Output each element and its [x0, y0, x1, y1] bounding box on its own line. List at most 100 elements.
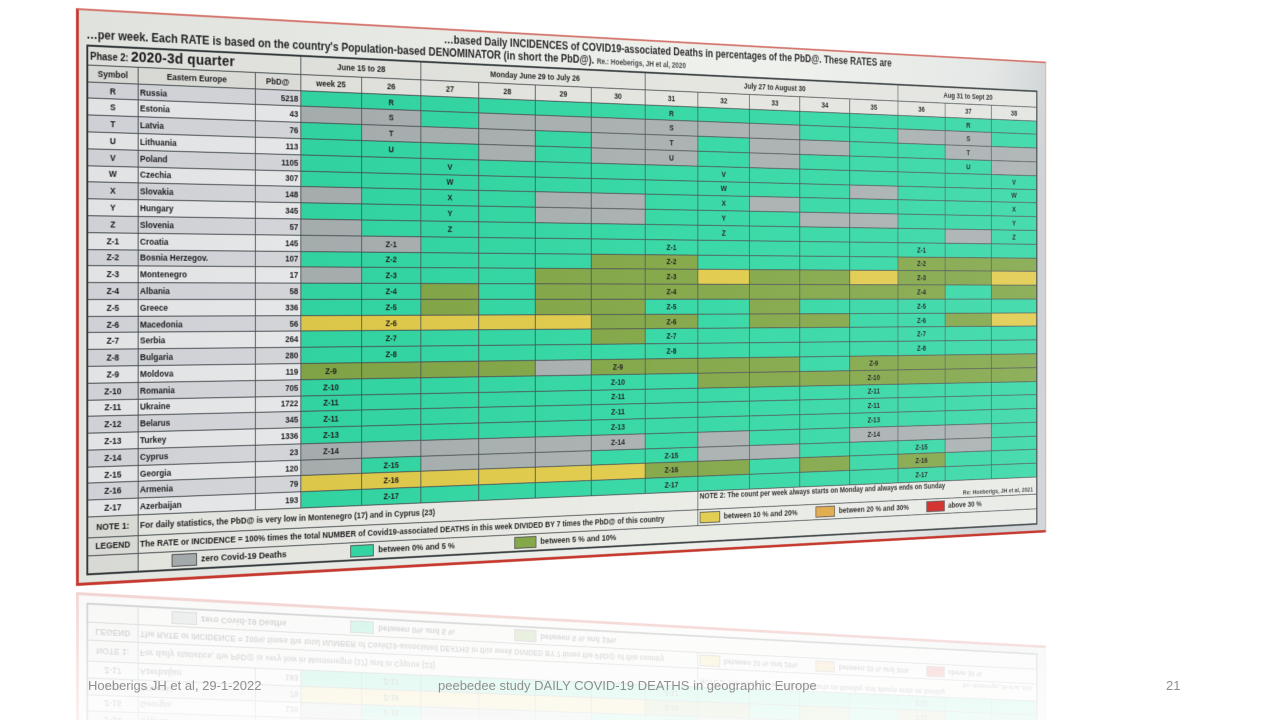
week-cell	[697, 284, 750, 300]
legend-swatch	[699, 510, 721, 524]
week-cell	[749, 299, 801, 314]
legend-entry-label: between 0% and 5 %	[378, 540, 455, 556]
week-cell: Z-8	[897, 340, 946, 356]
week-cell	[361, 361, 421, 379]
week-cell	[849, 213, 898, 229]
week-cell: Z-8	[361, 346, 421, 363]
week-cell	[749, 182, 801, 198]
legend-entry-label: zero Covid-19 Deaths	[201, 549, 287, 565]
pbd-cell: 336	[254, 299, 301, 316]
week-cell: Y	[991, 215, 1037, 231]
week-cell: Z-7	[644, 328, 698, 344]
pbd-cell: 23	[254, 443, 301, 462]
week-cell	[800, 298, 850, 314]
week-cell: Z	[697, 225, 750, 241]
week-cell	[697, 313, 750, 329]
week-cell	[945, 298, 992, 313]
week-cell	[478, 128, 536, 147]
week-cell	[361, 393, 421, 411]
week-cell	[478, 175, 536, 192]
week-cell	[945, 284, 992, 299]
week-cell	[697, 299, 750, 314]
week-cell	[590, 238, 645, 255]
week-cell	[945, 256, 992, 272]
week-cell	[897, 424, 946, 441]
week-cell	[361, 156, 421, 174]
week-cell	[749, 167, 801, 184]
week-cell	[991, 326, 1037, 341]
symbol-cell: Z-5	[87, 299, 138, 317]
pbd-cell: 1105	[254, 153, 301, 171]
pbd-cell: 307	[254, 169, 301, 187]
week-cell	[849, 170, 898, 186]
week-cell: Z-5	[644, 299, 698, 315]
week-cell	[749, 356, 801, 373]
week-cell: Z-9	[300, 362, 362, 380]
week-cell	[535, 176, 591, 194]
symbol-cell: Z-1	[87, 232, 138, 250]
week-cell	[300, 346, 362, 364]
week-cell: Z-3	[644, 269, 698, 285]
week-cell: Z-10	[590, 373, 645, 390]
week-cell: Z-6	[644, 313, 698, 329]
week-cell	[420, 267, 479, 284]
country-cell: Slovenia	[137, 216, 255, 235]
week-cell	[300, 267, 362, 284]
week-cell	[535, 207, 591, 224]
pbd-cell: 120	[254, 459, 301, 478]
week-cell	[945, 381, 992, 397]
week-cell	[800, 341, 850, 357]
week-cell	[590, 147, 645, 165]
week-cell: V	[697, 165, 750, 183]
week-cell	[478, 421, 536, 439]
pbd-cell: 145	[254, 234, 301, 252]
week-cell	[991, 408, 1037, 424]
week-cell: Z-11	[849, 383, 898, 400]
week-cell	[535, 299, 591, 315]
week-cell	[478, 268, 536, 284]
week-cell	[478, 144, 536, 162]
symbol-cell: S	[87, 98, 138, 117]
week-cell	[945, 354, 992, 369]
week-cell	[697, 239, 750, 256]
pbd-cell: 1336	[254, 427, 301, 446]
week-cell	[478, 314, 536, 331]
week-cell	[800, 384, 850, 401]
week-cell	[644, 402, 698, 419]
table-photo: …based Daily INCIDENCES of COVID19-assoc…	[76, 8, 1280, 586]
week-cell	[897, 228, 946, 243]
pbd-cell: 119	[254, 363, 301, 381]
week-cell	[800, 370, 850, 386]
week-cell	[800, 313, 850, 328]
week-cell	[590, 208, 645, 225]
week-cell	[478, 375, 536, 393]
week-cell	[697, 357, 750, 373]
week-cell: Z-5	[897, 298, 946, 314]
week-cell: Y	[697, 210, 750, 226]
week-cell: Z-4	[897, 284, 946, 299]
week-cell	[644, 358, 698, 374]
pbd-cell: 113	[254, 137, 301, 155]
week-cell	[420, 299, 479, 315]
pbd-cell: 76	[254, 120, 301, 139]
week-cell	[300, 122, 362, 141]
week-cell	[945, 173, 992, 189]
legend-swatch	[514, 535, 537, 549]
week-cell	[644, 417, 698, 434]
symbol-cell: Y	[87, 198, 138, 217]
week-cell	[300, 299, 362, 316]
week-cell	[420, 314, 479, 331]
week-cell	[749, 371, 801, 387]
week-cell	[420, 361, 479, 378]
week-cell: Z-13	[590, 418, 645, 436]
week-cell: Z-1	[361, 235, 421, 253]
week-cell	[991, 257, 1037, 272]
week-cell	[535, 374, 591, 391]
week-cell	[420, 345, 479, 362]
week-cell	[697, 372, 750, 388]
legend-entry: between 0% and 5 %	[350, 540, 455, 558]
symbol-cell: Z-12	[87, 415, 138, 434]
week-cell	[897, 410, 946, 427]
week-cell	[535, 420, 591, 437]
week-cell	[535, 405, 591, 422]
